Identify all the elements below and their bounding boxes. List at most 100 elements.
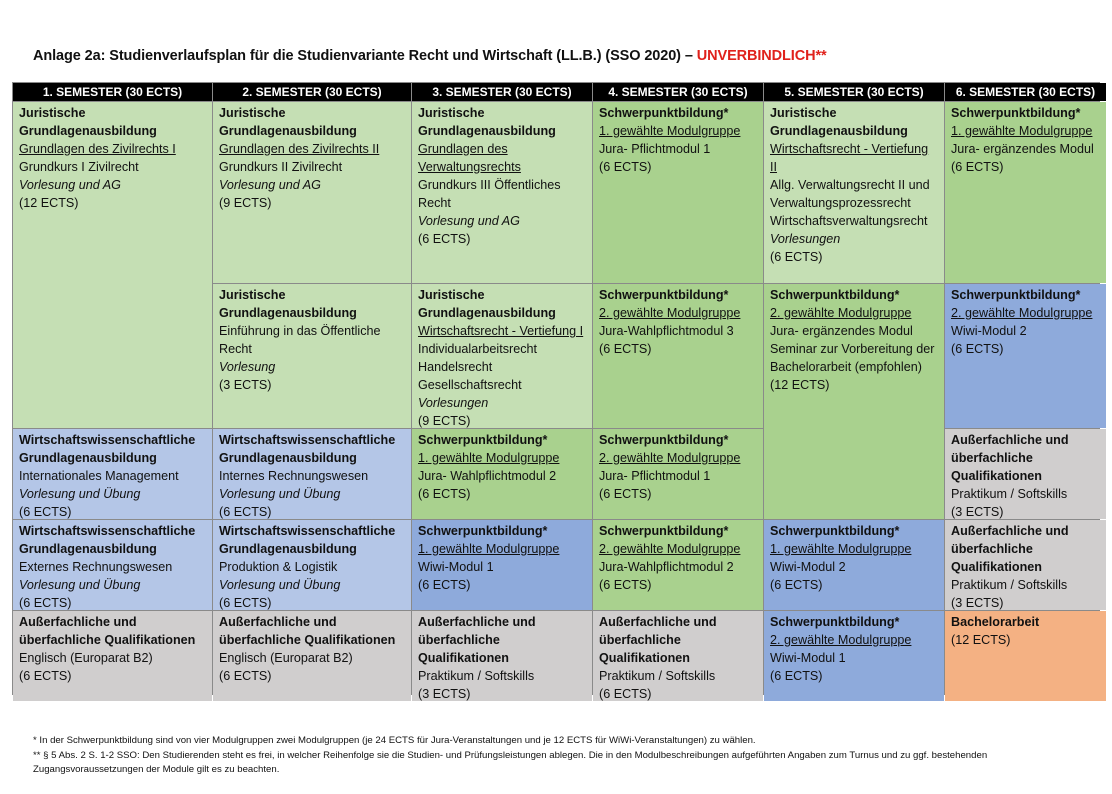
cell-module-group: 1. gewählte Modulgruppe [770, 542, 912, 556]
cell-ects: (3 ECTS) [418, 687, 471, 701]
cell-module-group: 2. gewählte Modulgruppe [770, 306, 912, 320]
cell-module-group: 1. gewählte Modulgruppe [418, 542, 560, 556]
cell-ects: (6 ECTS) [599, 687, 652, 701]
cell-ects: (6 ECTS) [418, 232, 471, 246]
cell-ects: (9 ECTS) [418, 414, 471, 428]
module-cell: Schwerpunktbildung* 1. gewählte Modulgrup… [764, 520, 944, 610]
module-cell: Außerfachliche und überfachliche Qualifi… [213, 611, 411, 701]
page-title: Anlage 2a: Studienverlaufsplan für die S… [33, 48, 827, 64]
module-cell: Juristische Grundlagenausbildung Grundlag… [13, 102, 212, 428]
cell-module-group: Wirtschaftsrecht - Vertiefung I [418, 324, 584, 338]
cell-title: Juristische Grundlagenausbildung [219, 288, 357, 320]
cell-ects: (6 ECTS) [19, 596, 72, 610]
cell-form: Vorlesung und Übung [219, 578, 341, 592]
cell-module: Praktikum / Softskills [951, 487, 1068, 501]
cell-module: Jura- Wahlpflichtmodul 2 [418, 469, 557, 483]
module-cell: Schwerpunktbildung* 1. gewählte Modulgrup… [412, 429, 592, 519]
cell-module-group: 2. gewählte Modulgruppe [599, 451, 741, 465]
cell-module-group: 1. gewählte Modulgruppe [418, 451, 560, 465]
cell-title: Außerfachliche und überfachliche Qualifi… [219, 615, 396, 647]
cell-module: Englisch (Europarat B2) [219, 651, 353, 665]
cell-title: Juristische Grundlagenausbildung [418, 288, 556, 320]
cell-title: Schwerpunktbildung* [599, 288, 729, 302]
semester-header-4: 4. SEMESTER (30 ECTS) [593, 83, 763, 101]
module-cell: Außerfachliche und überfachliche Qualifi… [945, 429, 1106, 519]
cell-form: Vorlesungen [418, 396, 489, 410]
cell-module-group: 2. gewählte Modulgruppe [951, 306, 1093, 320]
module-cell: Juristische Grundlagenausbildung Wirtscha… [412, 284, 592, 428]
cell-ects: (6 ECTS) [951, 342, 1004, 356]
footnote-1: * In der Schwerpunktbildung sind von vie… [33, 735, 756, 746]
cell-title: Schwerpunktbildung* [951, 106, 1081, 120]
cell-form: Vorlesung und Übung [19, 578, 141, 592]
cell-ects: (12 ECTS) [951, 633, 1011, 647]
cell-title: Wirtschaftswissenschaftliche Grundlagena… [19, 524, 196, 556]
cell-ects: (6 ECTS) [219, 505, 272, 519]
module-cell: Bachelorarbeit (12 ECTS) [945, 611, 1106, 701]
cell-module: Wiwi-Modul 2 [770, 560, 846, 574]
cell-module: Grundkurs I Zivilrecht [19, 160, 139, 174]
cell-ects: (6 ECTS) [19, 669, 72, 683]
cell-ects: (6 ECTS) [219, 669, 272, 683]
module-cell: Juristische Grundlagenausbildung Grundlag… [412, 102, 592, 283]
cell-ects: (6 ECTS) [219, 596, 272, 610]
cell-title: Außerfachliche und überfachliche Qualifi… [418, 615, 536, 665]
cell-form: Vorlesung und Übung [219, 487, 341, 501]
module-cell: Außerfachliche und überfachliche Qualifi… [13, 611, 212, 701]
cell-ects: (12 ECTS) [19, 196, 79, 210]
cell-title: Schwerpunktbildung* [599, 524, 729, 538]
cell-title: Juristische Grundlagenausbildung [770, 106, 908, 138]
cell-module: Jura-Wahlpflichtmodul 2 [599, 560, 734, 574]
module-cell: Schwerpunktbildung* 2. gewählte Modulgrup… [593, 520, 763, 610]
title-warning: UNVERBINDLICH** [696, 48, 827, 64]
cell-module: Einführung in das Öffentliche Recht [219, 324, 381, 356]
cell-ects: (6 ECTS) [770, 669, 823, 683]
cell-module: Jura- ergänzendes Modul Seminar zur Vorb… [770, 324, 935, 374]
cell-ects: (6 ECTS) [770, 250, 823, 264]
cell-title: Schwerpunktbildung* [951, 288, 1081, 302]
cell-module: Allg. Verwaltungsrecht II und Verwaltung… [770, 178, 930, 228]
cell-module: Grundkurs III Öffentliches Recht [418, 178, 561, 210]
module-cell: Schwerpunktbildung* 2. gewählte Modulgrup… [945, 284, 1106, 428]
module-cell: Außerfachliche und überfachliche Qualifi… [412, 611, 592, 701]
cell-ects: (3 ECTS) [219, 378, 272, 392]
cell-module-group: 1. gewählte Modulgruppe [951, 124, 1093, 138]
cell-module: Praktikum / Softskills [951, 578, 1068, 592]
title-main: Anlage 2a: Studienverlaufsplan für die S… [33, 48, 697, 64]
cell-title: Schwerpunktbildung* [770, 288, 900, 302]
cell-ects: (3 ECTS) [951, 505, 1004, 519]
module-cell: Wirtschaftswissenschaftliche Grundlagena… [13, 429, 212, 519]
cell-title: Wirtschaftswissenschaftliche Grundlagena… [219, 433, 396, 465]
cell-title: Schwerpunktbildung* [599, 433, 729, 447]
cell-module-group: 1. gewählte Modulgruppe [599, 124, 741, 138]
module-cell: Wirtschaftswissenschaftliche Grundlagena… [213, 520, 411, 610]
cell-ects: (6 ECTS) [770, 578, 823, 592]
study-plan-table: 1. SEMESTER (30 ECTS) 2. SEMESTER (30 EC… [12, 82, 1106, 701]
cell-title: Schwerpunktbildung* [418, 433, 548, 447]
cell-title: Juristische Grundlagenausbildung [219, 106, 357, 138]
cell-module: Externes Rechnungswesen [19, 560, 173, 574]
cell-title: Juristische Grundlagenausbildung [418, 106, 556, 138]
cell-module: Wiwi-Modul 1 [418, 560, 494, 574]
cell-title: Schwerpunktbildung* [770, 615, 900, 629]
cell-form: Vorlesung und AG [19, 178, 121, 192]
cell-form: Vorlesung und AG [219, 178, 321, 192]
cell-module: Internes Rechnungswesen [219, 469, 369, 483]
semester-header-5: 5. SEMESTER (30 ECTS) [764, 83, 944, 101]
cell-title: Wirtschaftswissenschaftliche Grundlagena… [219, 524, 396, 556]
cell-module: Individualarbeitsrecht Handelsrecht Gese… [418, 342, 538, 392]
cell-title: Außerfachliche und überfachliche Qualifi… [19, 615, 196, 647]
cell-module: Produktion & Logistik [219, 560, 338, 574]
module-cell: Juristische Grundlagenausbildung Wirtscha… [764, 102, 944, 283]
module-cell: Schwerpunktbildung* 2. gewählte Modulgrup… [593, 284, 763, 428]
cell-module: Wiwi-Modul 2 [951, 324, 1027, 338]
module-cell: Schwerpunktbildung* 1. gewählte Modulgrup… [412, 520, 592, 610]
cell-module: Jura- ergänzendes Modul [951, 142, 1094, 156]
cell-module: Englisch (Europarat B2) [19, 651, 153, 665]
module-cell: Wirtschaftswissenschaftliche Grundlagena… [13, 520, 212, 610]
cell-ects: (6 ECTS) [418, 487, 471, 501]
cell-module-group: 2. gewählte Modulgruppe [599, 542, 741, 556]
cell-ects: (6 ECTS) [599, 578, 652, 592]
cell-module-group: Wirtschaftsrecht - Vertiefung II [770, 142, 929, 174]
module-cell: Juristische Grundlagenausbildung Grundlag… [213, 102, 411, 283]
